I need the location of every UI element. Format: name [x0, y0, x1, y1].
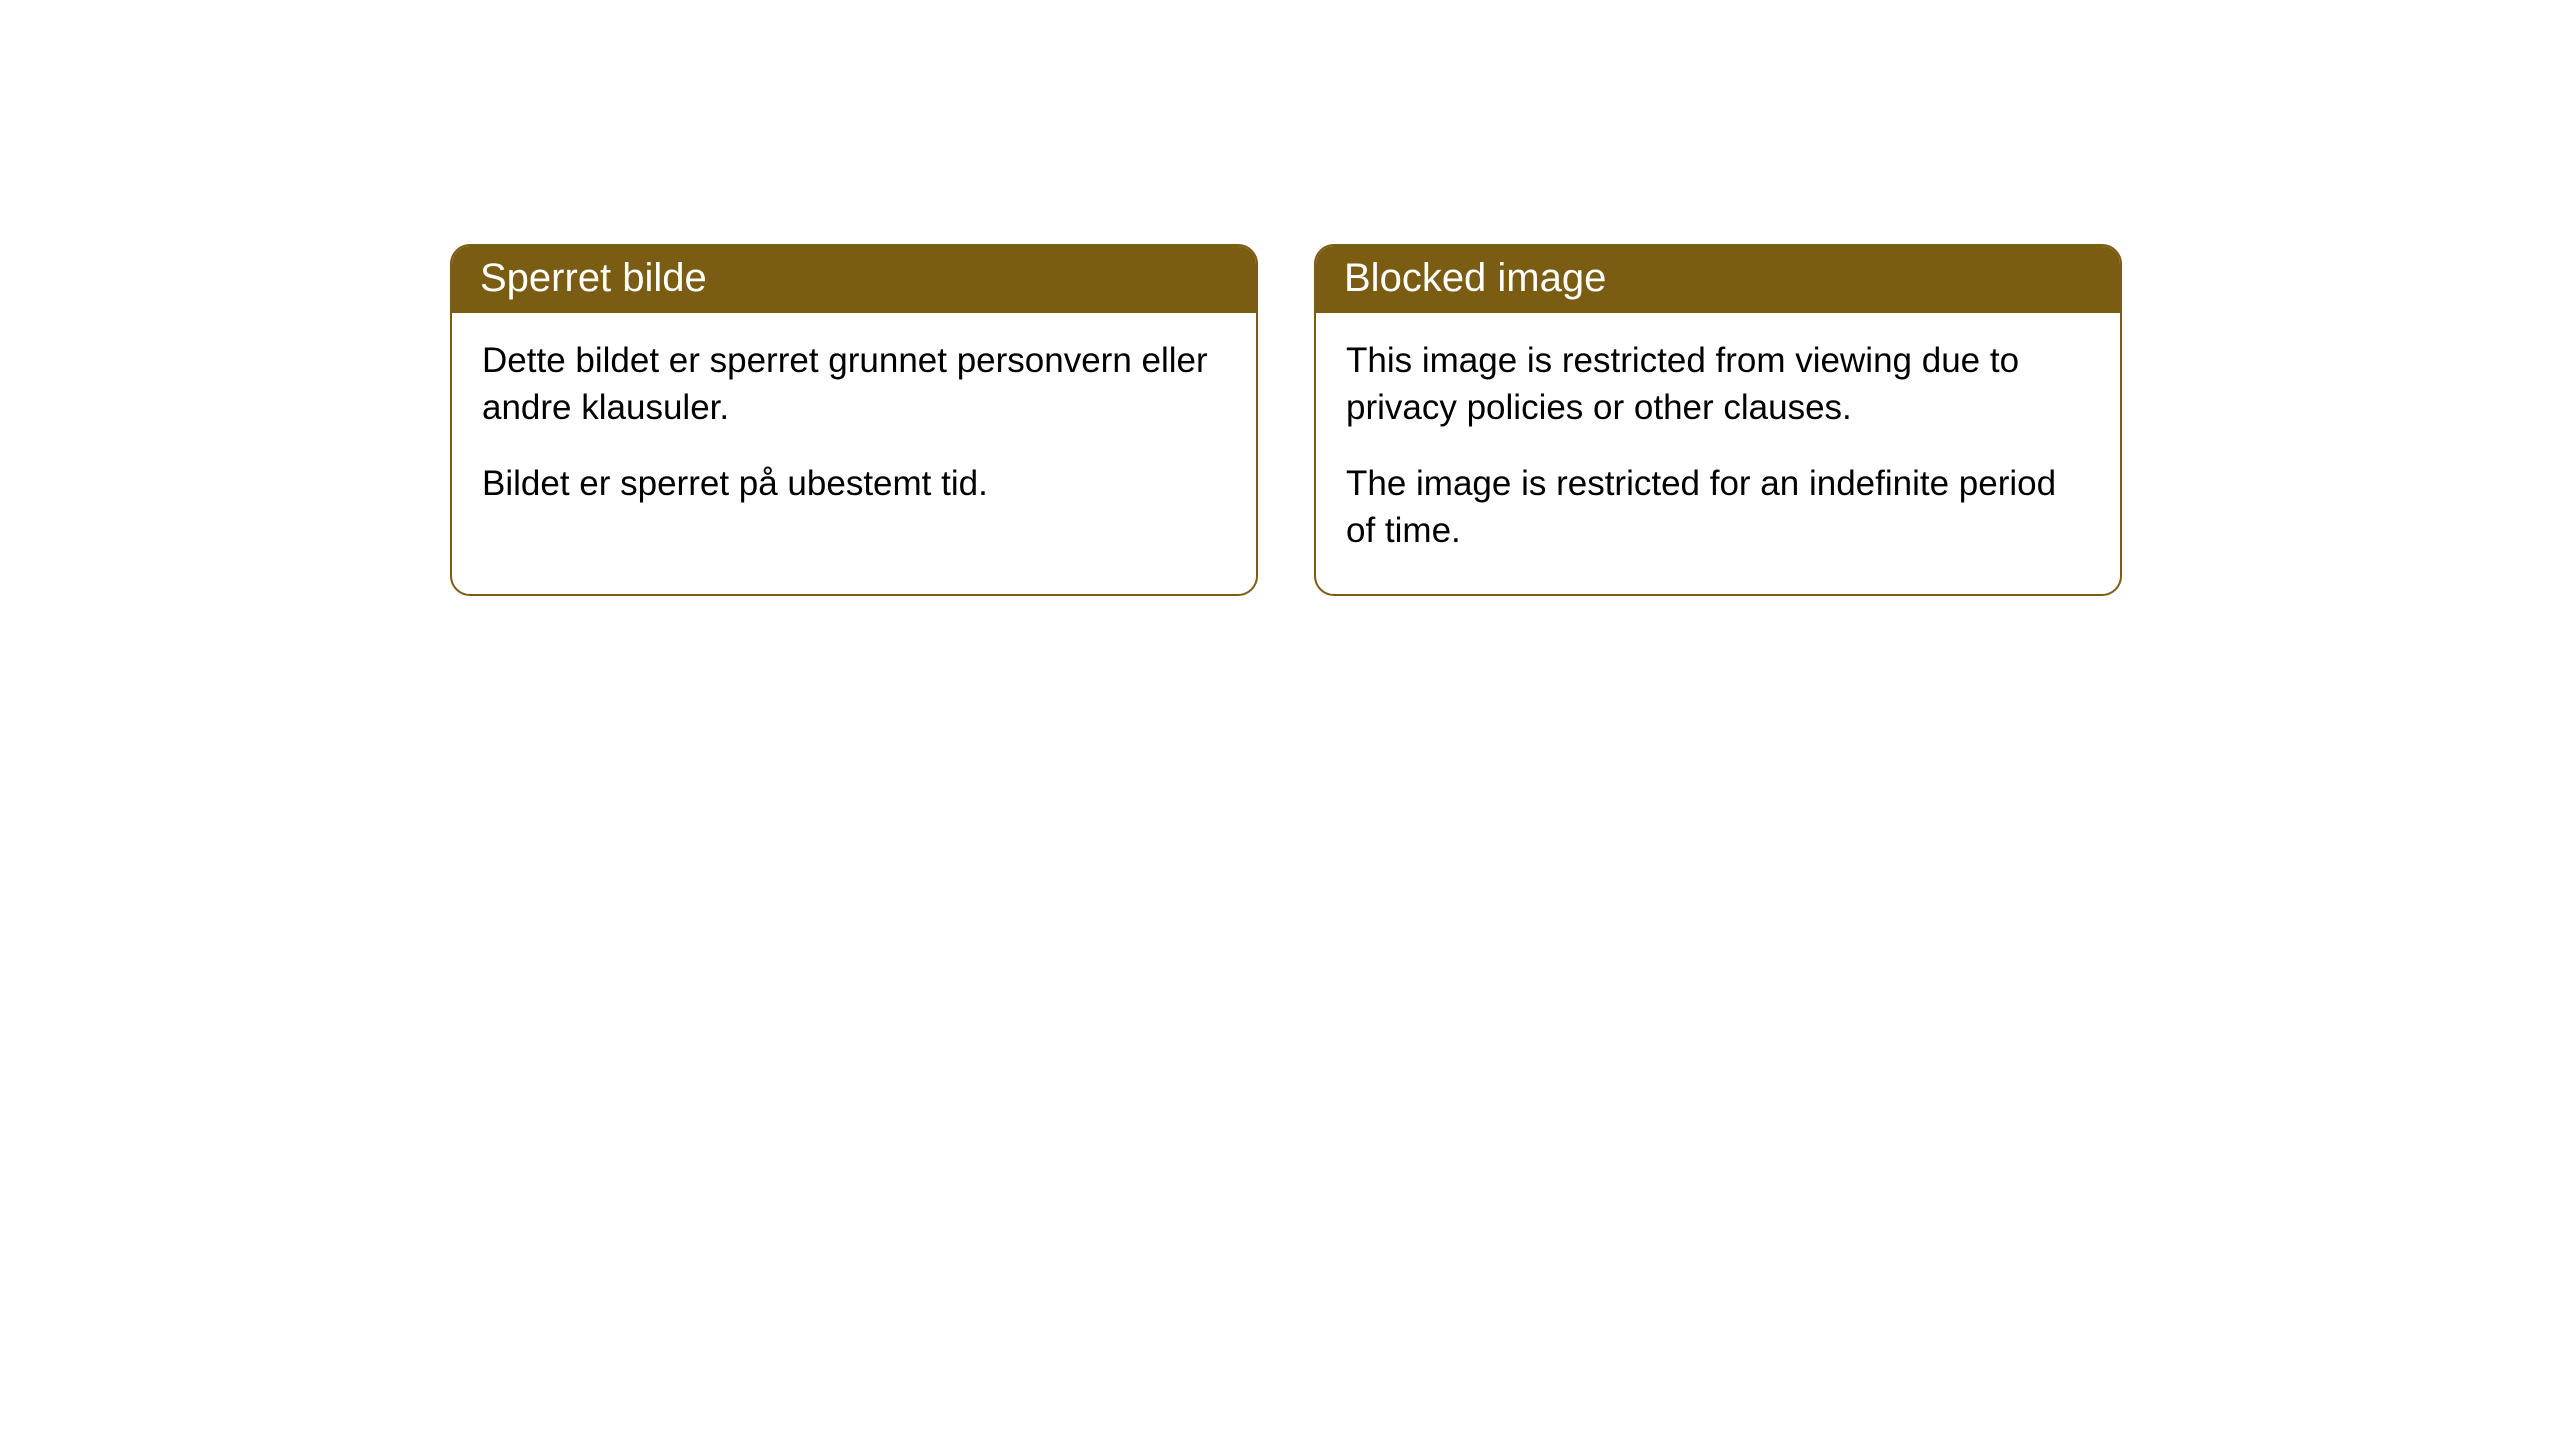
notice-card-norwegian: Sperret bilde Dette bildet er sperret gr… — [450, 244, 1258, 596]
notice-card-english: Blocked image This image is restricted f… — [1314, 244, 2122, 596]
card-body: This image is restricted from viewing du… — [1316, 313, 2120, 594]
notice-cards-container: Sperret bilde Dette bildet er sperret gr… — [0, 0, 2560, 596]
card-title: Blocked image — [1344, 256, 1606, 300]
card-header: Blocked image — [1316, 246, 2120, 313]
card-paragraph: Dette bildet er sperret grunnet personve… — [482, 337, 1226, 432]
card-header: Sperret bilde — [452, 246, 1256, 313]
card-title: Sperret bilde — [480, 256, 707, 300]
card-paragraph: Bildet er sperret på ubestemt tid. — [482, 460, 1226, 507]
card-paragraph: The image is restricted for an indefinit… — [1346, 460, 2090, 555]
card-body: Dette bildet er sperret grunnet personve… — [452, 313, 1256, 547]
card-paragraph: This image is restricted from viewing du… — [1346, 337, 2090, 432]
